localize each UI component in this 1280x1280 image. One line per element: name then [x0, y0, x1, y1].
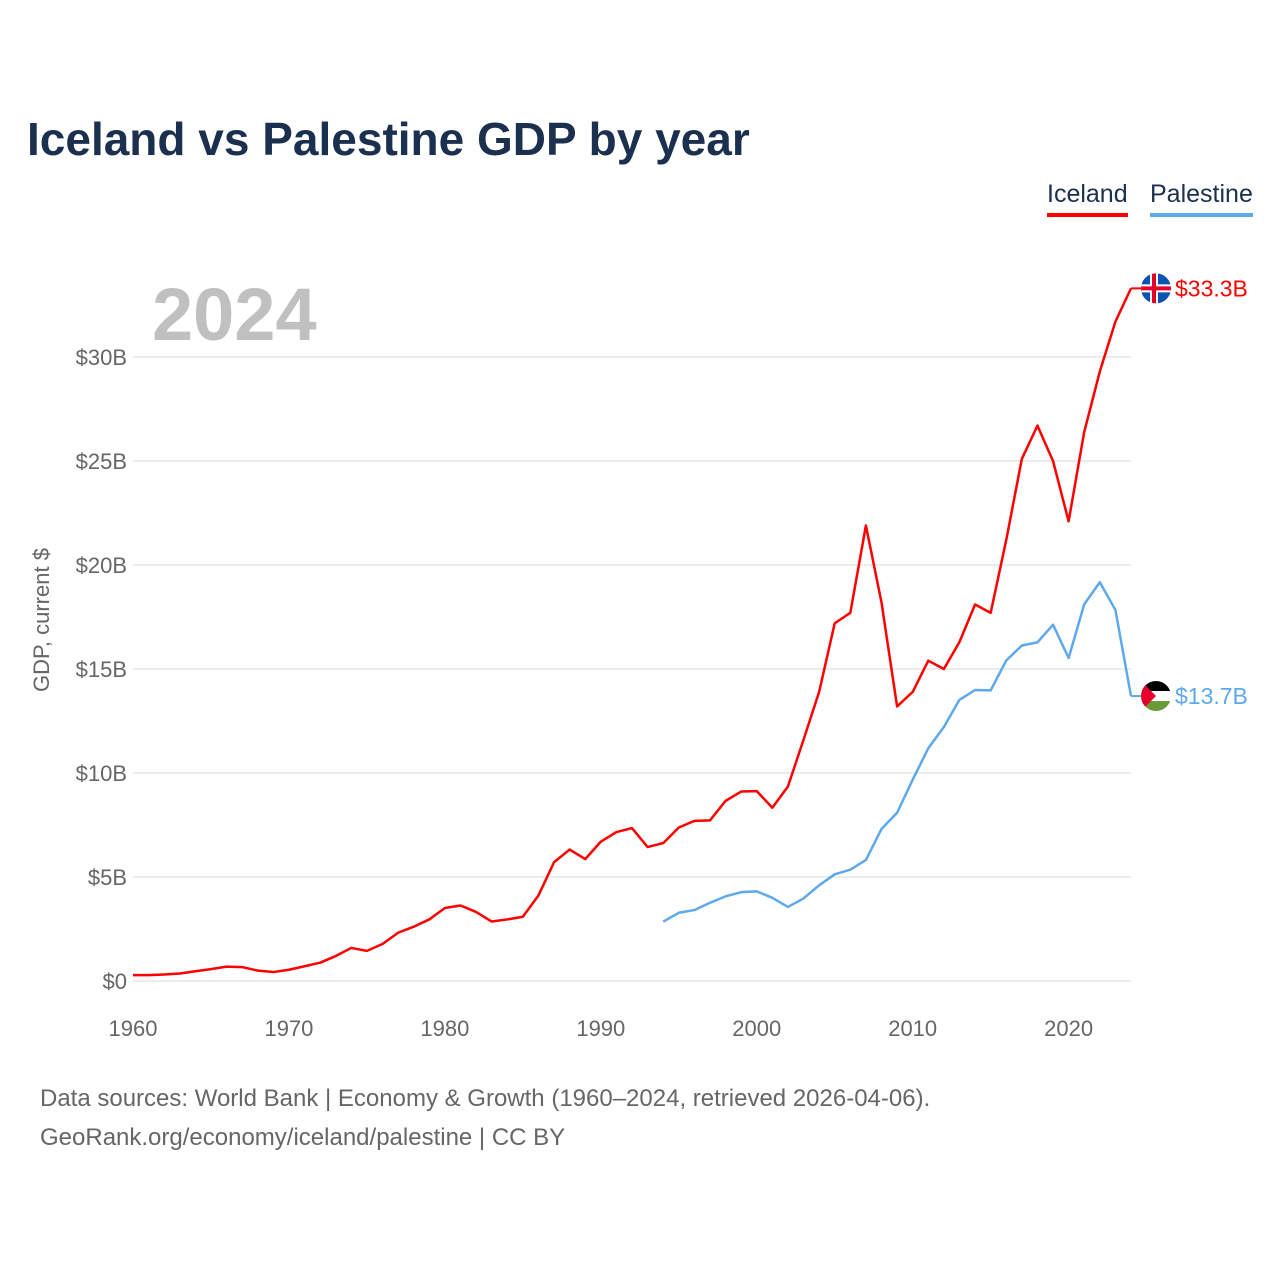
x-tick-label: 1990 — [576, 1016, 625, 1041]
palestine-flag-icon — [1141, 681, 1171, 712]
x-tick-label: 1960 — [109, 1016, 158, 1041]
y-tick-label: $10B — [76, 761, 127, 786]
current-year-label: 2024 — [152, 273, 317, 356]
series-line-iceland — [133, 287, 1133, 977]
y-tick-label: $15B — [76, 657, 127, 682]
chart-title: Iceland vs Palestine GDP by year — [27, 113, 750, 165]
x-tick-label: 2020 — [1044, 1016, 1093, 1041]
y-tick-label: $25B — [76, 449, 127, 474]
x-tick-label: 2000 — [732, 1016, 781, 1041]
source-note: Data sources: World Bank | Economy & Gro… — [40, 1085, 931, 1112]
source-link[interactable]: GeoRank.org/economy/iceland/palestine | … — [40, 1124, 566, 1151]
series-line-palestine — [662, 581, 1133, 923]
legend-palestine[interactable]: Palestine — [1150, 180, 1253, 217]
end-value-label-palestine: $13.7B — [1175, 683, 1248, 709]
y-tick-label: $5B — [88, 865, 127, 890]
x-tick-label: 2010 — [888, 1016, 937, 1041]
end-value-label-iceland: $33.3B — [1175, 275, 1248, 301]
x-tick-label: 1970 — [264, 1016, 313, 1041]
iceland-flag-icon — [1141, 273, 1171, 304]
legend-iceland[interactable]: Iceland — [1047, 180, 1128, 217]
y-tick-label: $30B — [76, 345, 127, 370]
x-tick-label: 1980 — [420, 1016, 469, 1041]
y-tick-label: $0 — [103, 969, 127, 994]
y-tick-label: $20B — [76, 553, 127, 578]
